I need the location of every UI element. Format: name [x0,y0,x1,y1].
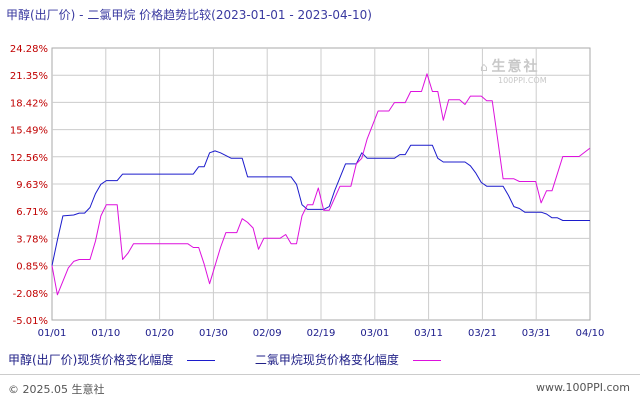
series-line-methanol [51,144,590,266]
x-tick-label: 02/19 [307,328,336,339]
x-tick-label: 03/31 [522,328,551,339]
legend-swatch-dcm [412,360,441,361]
x-tick-label: 01/01 [38,328,67,339]
x-tick-label: 02/09 [253,328,282,339]
footer: © 2025.05 生意社 www.100PPI.com [0,374,640,401]
y-tick-label: 24.28% [10,44,48,55]
x-tick-label: 03/01 [360,328,389,339]
x-tick-label: 01/10 [91,328,120,339]
y-tick-label: 0.85% [16,262,48,273]
y-tick-label: 12.56% [10,153,48,164]
y-tick-label: 15.49% [10,126,48,137]
watermark-house-icon: ⌂ [480,60,488,74]
x-tick-label: 01/20 [145,328,174,339]
watermark: ⌂ 生意社 100PPI.COM [480,56,547,85]
x-tick-label: 03/21 [468,328,497,339]
watermark-url: 100PPI.COM [498,76,547,85]
series-lines [51,73,591,296]
grid [51,47,591,321]
footer-url[interactable]: www.100PPI.com [536,381,630,394]
y-tick-label: 18.42% [10,98,48,109]
y-tick-label: 6.71% [16,207,48,218]
series-line-dcm [51,73,591,296]
y-tick-label: -5.01% [13,316,48,327]
x-tick-label: 03/11 [414,328,443,339]
watermark-name: 生意社 [491,59,540,75]
legend-swatch-methanol [187,360,216,361]
chart: 24.28% 21.35% 18.42% 15.49% 12.56% 9.63% 6.71%… [10,44,605,339]
y-tick-label: 21.35% [10,71,48,82]
x-tick-label: 04/10 [576,328,605,339]
y-axis-ticks: 24.28% 21.35% 18.42% 15.49% 12.56% 9.63% 6.71%… [10,44,48,327]
legend-label-methanol: 甲醇(出厂价)现货价格变化幅度 [8,353,174,367]
y-tick-label: -2.08% [13,289,48,300]
y-tick-label: 9.63% [16,180,48,191]
x-tick-label: 01/30 [199,328,228,339]
y-tick-label: 3.78% [16,234,48,245]
chart-title: 甲醇(出厂价) - 二氯甲烷 价格趋势比较(2023-01-01 - 2023-… [6,8,372,22]
footer-copyright: © 2025.05 生意社 [8,383,105,396]
x-axis-ticks: 01/01 01/10 01/20 01/30 02/09 02/19 03/01 03/11… [38,328,605,339]
legend: 甲醇(出厂价)现货价格变化幅度 二氯甲烷现货价格变化幅度 [8,351,449,368]
legend-label-dcm: 二氯甲烷现货价格变化幅度 [254,353,399,367]
